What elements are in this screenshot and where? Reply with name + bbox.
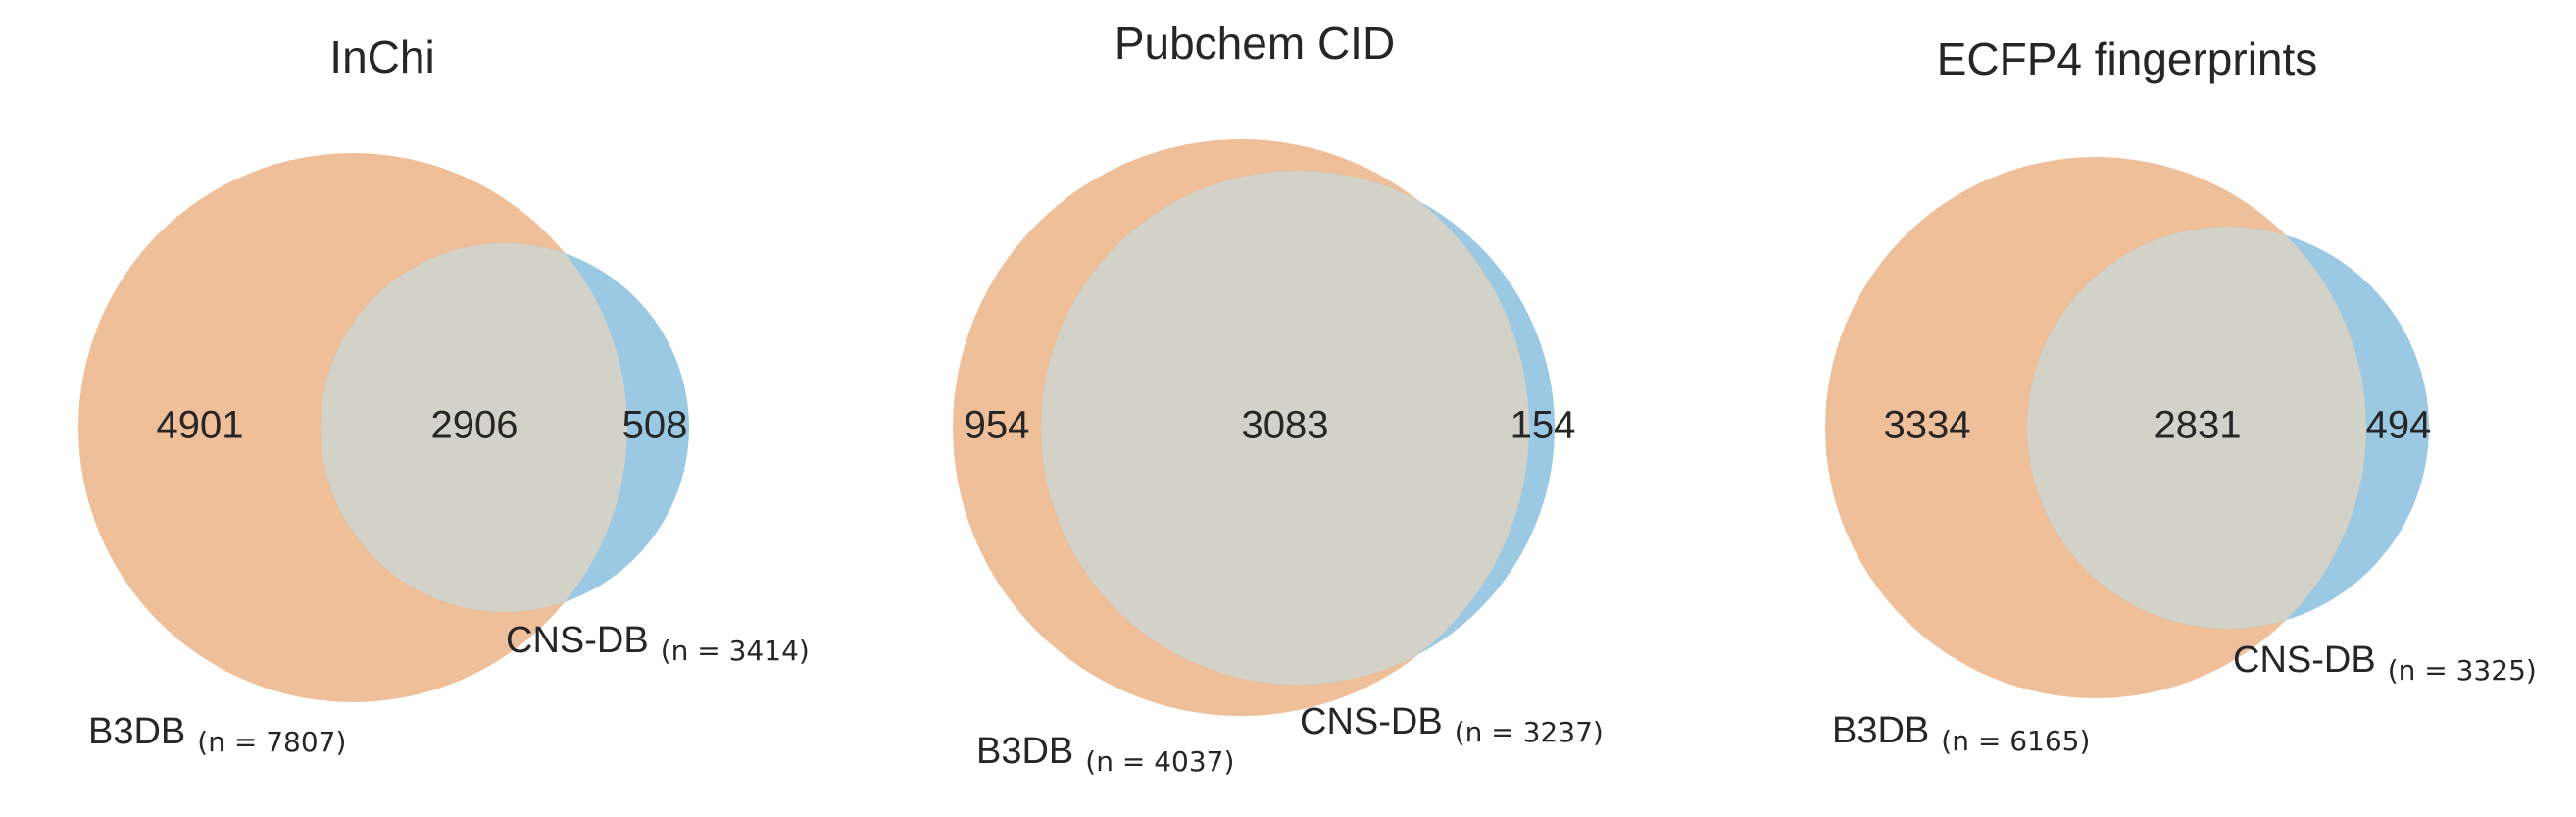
cns-db-name: CNS-DB [2233,639,2376,681]
cns-db-name: CNS-DB [1300,701,1443,742]
cns-db-count: (n = 3237) [1455,716,1604,748]
left-only-count: 4901 [157,404,244,447]
b3db-count: (n = 4037) [1085,745,1234,778]
b3db-name: B3DB [88,711,185,752]
venn-panel-3: ECFP4 fingerprints 3334 2831 494 B3DB (n = 61… [1825,33,2537,757]
venn-title: ECFP4 fingerprints [1937,33,2318,84]
right-only-count: 494 [2366,404,2432,447]
cns-db-label: CNS-DB (n = 3325) [2233,639,2537,687]
overlap-count: 2906 [431,404,519,447]
overlap-count: 3083 [1242,404,1329,447]
b3db-label: B3DB (n = 7807) [88,711,346,758]
cns-db-count: (n = 3414) [661,635,810,667]
overlap-region [2027,227,2366,629]
b3db-name: B3DB [976,731,1073,772]
venn-panel-1: InChi 4901 2906 508 B3DB (n = 7807) CNS-DB (n =… [78,31,810,758]
left-only-count: 954 [965,404,1030,447]
cns-db-name: CNS-DB [506,620,649,661]
venn-panel-2: Pubchem CID 954 3083 154 B3DB (n = 4037) CNS-D… [953,18,1604,778]
b3db-label: B3DB (n = 6165) [1832,710,2090,757]
venn-title: Pubchem CID [1115,18,1395,69]
right-only-count: 508 [622,404,688,447]
right-only-count: 154 [1511,404,1576,447]
cns-db-label: CNS-DB (n = 3237) [1300,701,1604,748]
b3db-name: B3DB [1832,710,1929,751]
b3db-label: B3DB (n = 4037) [976,731,1234,778]
b3db-count: (n = 6165) [1941,725,2090,757]
cns-db-label: CNS-DB (n = 3414) [506,620,810,667]
left-only-count: 3334 [1884,404,1971,447]
overlap-region [321,243,627,612]
overlap-region [1041,171,1529,685]
overlap-count: 2831 [2155,404,2242,447]
b3db-count: (n = 7807) [197,726,346,758]
cns-db-count: (n = 3325) [2388,654,2537,687]
venn-title: InChi [329,31,434,82]
